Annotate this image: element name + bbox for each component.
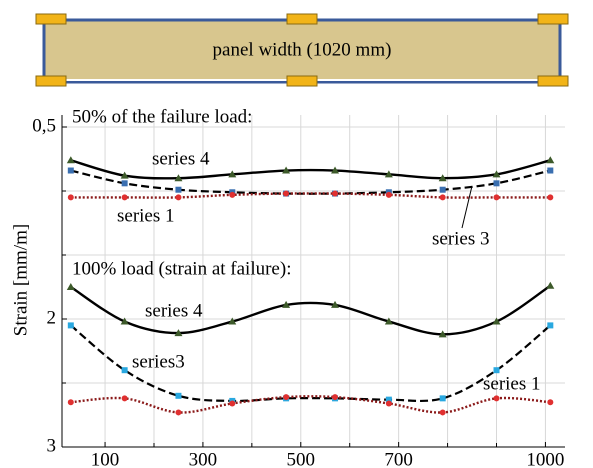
series-line: [70, 192, 551, 199]
marker: [121, 395, 128, 402]
marker: [385, 400, 392, 407]
marker: [438, 330, 447, 338]
marker: [66, 156, 75, 164]
marker: [174, 329, 183, 337]
leader-line: [461, 185, 473, 229]
marker: [67, 167, 74, 174]
x-tick-label: 700: [384, 449, 413, 468]
marker: [282, 166, 291, 174]
marker: [283, 190, 290, 197]
marker: [229, 400, 236, 407]
series-line: [70, 284, 551, 336]
marker: [385, 396, 392, 403]
series-line: [70, 395, 551, 414]
marker: [121, 367, 128, 374]
series-label: series3: [132, 351, 185, 372]
marker: [228, 317, 237, 325]
clamp: [286, 13, 318, 25]
x-tick-label: 300: [189, 449, 218, 468]
marker: [66, 283, 75, 290]
marker: [493, 367, 500, 374]
series-line: [70, 159, 551, 180]
series-line: [70, 169, 551, 195]
marker: [385, 191, 392, 198]
x-tick-label: 1000: [526, 449, 564, 468]
marker: [546, 156, 555, 164]
marker: [439, 395, 446, 402]
series-label: series 1: [483, 373, 541, 394]
marker: [493, 194, 500, 201]
marker: [228, 170, 237, 178]
marker: [120, 171, 129, 179]
marker: [331, 166, 340, 174]
marker: [175, 409, 182, 416]
marker: [547, 399, 554, 406]
marker: [332, 190, 339, 197]
marker: [229, 191, 236, 198]
marker: [175, 194, 182, 201]
marker: [67, 322, 74, 329]
panel-diagram: panel width (1020 mm): [35, 13, 569, 87]
group-title: 100% load (strain at failure):: [72, 258, 291, 279]
marker: [384, 170, 393, 178]
marker: [547, 322, 554, 329]
marker: [283, 394, 290, 401]
marker: [439, 186, 446, 193]
marker: [175, 392, 182, 399]
panel: [42, 18, 562, 84]
marker: [492, 170, 501, 178]
series-label: series 4: [145, 300, 203, 321]
panel-label: panel width (1020 mm): [213, 39, 392, 60]
marker: [439, 409, 446, 416]
marker: [121, 180, 128, 187]
marker: [331, 300, 340, 308]
marker: [384, 317, 393, 325]
marker: [67, 399, 74, 406]
marker: [493, 395, 500, 402]
clamp: [35, 13, 67, 25]
series-label: series 4: [152, 148, 210, 169]
marker: [67, 194, 74, 201]
marker: [121, 194, 128, 201]
series-label: series 1: [117, 205, 175, 226]
y-axis-label: Strain [mm/m]: [10, 224, 31, 336]
y-tick-label: 3: [47, 435, 57, 456]
marker: [438, 174, 447, 182]
clamp: [537, 75, 569, 87]
marker: [547, 194, 554, 201]
clamp: [286, 75, 318, 87]
x-tick-label: 500: [287, 449, 316, 468]
marker: [546, 281, 555, 289]
x-tick-label: 100: [91, 449, 120, 468]
series-label: series 3: [432, 228, 490, 249]
marker: [175, 186, 182, 193]
y-tick-label: 0,5: [32, 115, 56, 136]
marker: [547, 167, 554, 174]
group-title: 50% of the failure load:: [72, 106, 252, 127]
marker: [120, 317, 129, 325]
marker: [174, 174, 183, 182]
clamp: [537, 13, 569, 25]
marker: [282, 300, 291, 308]
clamp: [35, 75, 67, 87]
marker: [332, 394, 339, 401]
marker: [492, 317, 501, 325]
marker: [439, 194, 446, 201]
y-tick-label: 2: [47, 307, 57, 328]
marker: [493, 180, 500, 187]
